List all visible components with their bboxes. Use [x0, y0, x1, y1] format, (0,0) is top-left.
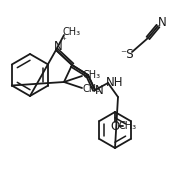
Text: CH₃: CH₃: [63, 27, 81, 37]
Text: N: N: [95, 84, 103, 98]
Text: CH₃: CH₃: [83, 70, 101, 80]
Text: N: N: [54, 39, 62, 52]
Text: O: O: [110, 120, 120, 133]
Text: NH: NH: [106, 75, 124, 89]
Text: N: N: [158, 16, 166, 30]
Text: ⁻S: ⁻S: [120, 48, 134, 61]
Text: CH₃: CH₃: [119, 121, 137, 131]
Text: CH₃: CH₃: [83, 84, 101, 94]
Text: ⁺: ⁺: [62, 37, 66, 45]
